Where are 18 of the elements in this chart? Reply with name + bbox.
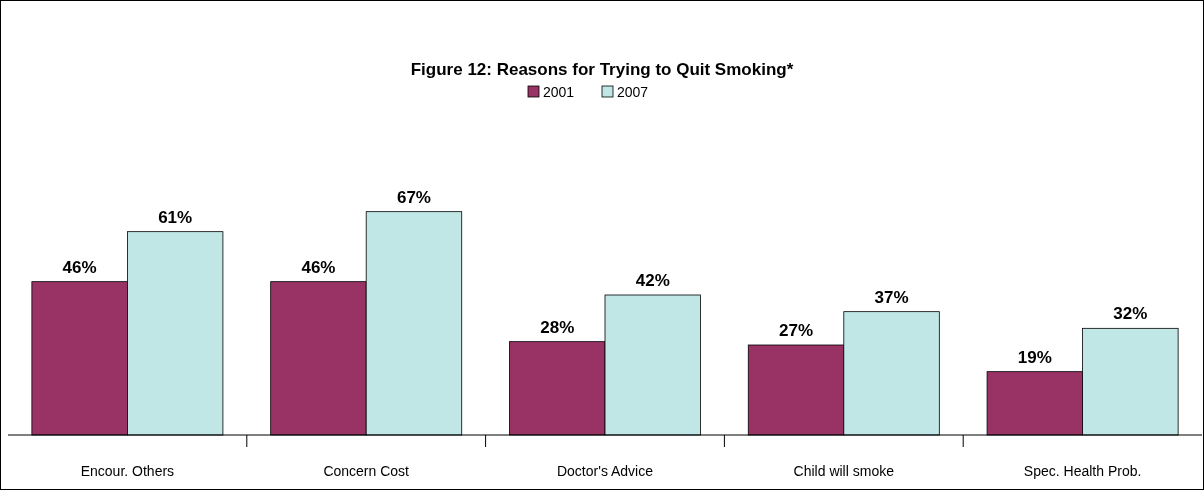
x-tick-label: Child will smoke	[793, 463, 895, 479]
x-tick-label: Spec. Health Prob.	[1023, 463, 1142, 479]
data-label: 46%	[62, 257, 97, 277]
data-label: 19%	[1017, 347, 1052, 367]
data-label: 32%	[1113, 304, 1148, 324]
data-label: 28%	[540, 317, 575, 337]
x-tick-label: Encour. Others	[80, 463, 175, 479]
data-label: 42%	[635, 271, 670, 290]
chart-title: Figure 12: Reasons for Trying to Quit Smoking*	[410, 60, 794, 79]
x-tick-label: Doctor's Advice	[556, 463, 654, 479]
legend-label: 2007	[617, 84, 649, 100]
data-label: 27%	[779, 321, 814, 340]
data-label: 46%	[301, 257, 336, 277]
x-tick-label: Concern Cost	[323, 463, 410, 479]
data-label: 61%	[158, 207, 193, 227]
data-label: 67%	[396, 187, 431, 207]
data-label: 37%	[874, 287, 909, 307]
legend-label: 2001	[543, 84, 575, 100]
